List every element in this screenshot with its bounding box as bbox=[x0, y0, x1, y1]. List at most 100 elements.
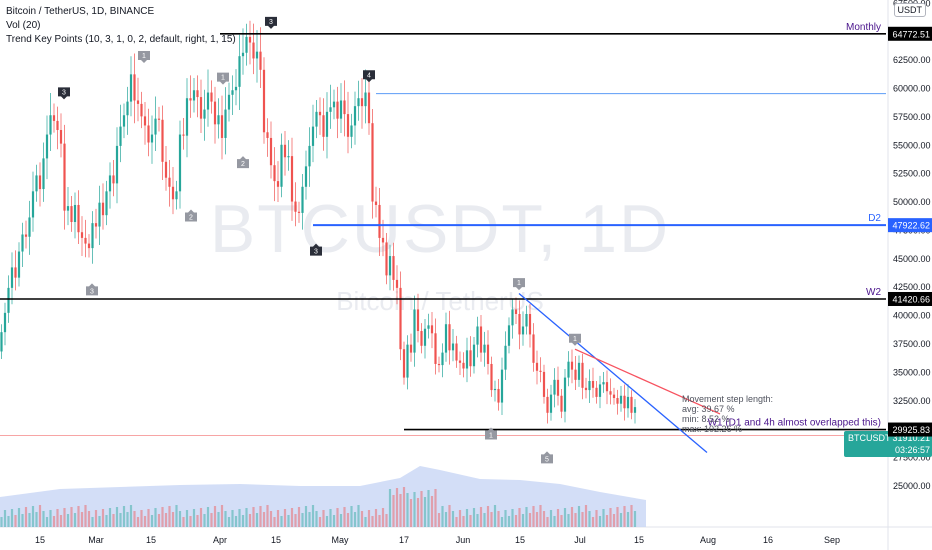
volume-bar bbox=[500, 517, 504, 527]
candle-body bbox=[577, 362, 581, 380]
price-label-bg bbox=[888, 291, 932, 306]
x-tick-label: 15 bbox=[271, 535, 281, 545]
candle-body bbox=[238, 56, 241, 87]
candle-body bbox=[423, 328, 427, 346]
key-point-label: 3 bbox=[314, 249, 318, 256]
volume-bar bbox=[315, 511, 318, 527]
volume-bar bbox=[598, 516, 602, 527]
volume-bar bbox=[199, 508, 203, 527]
candle-body bbox=[101, 202, 105, 216]
candle-body bbox=[346, 114, 350, 137]
candle-body bbox=[283, 144, 287, 158]
candle-body bbox=[374, 201, 378, 205]
candle-body bbox=[112, 175, 115, 184]
volume-bar bbox=[217, 512, 220, 527]
volume-bar bbox=[154, 508, 157, 527]
volume-bar bbox=[479, 507, 483, 527]
candle-body bbox=[598, 384, 602, 397]
volume-bar bbox=[231, 510, 234, 527]
volume-bar bbox=[462, 516, 465, 527]
volume-bar bbox=[553, 516, 556, 527]
candle-body bbox=[133, 74, 136, 101]
candle-body bbox=[168, 177, 171, 187]
volume-bar bbox=[381, 508, 385, 527]
volume-bar bbox=[444, 512, 448, 527]
candle-body bbox=[539, 370, 542, 372]
volume-bar bbox=[108, 508, 112, 527]
price-label: 41420.66 bbox=[892, 294, 930, 304]
volume-indicator-label[interactable]: Vol (20) bbox=[6, 20, 41, 31]
volume-bar bbox=[77, 506, 80, 527]
y-tick-label: 60000.00 bbox=[893, 83, 931, 93]
volume-bar bbox=[409, 499, 413, 527]
candle-body bbox=[553, 379, 556, 395]
volume-bar bbox=[346, 513, 350, 527]
candle-body bbox=[493, 388, 497, 391]
candle-body bbox=[476, 326, 479, 345]
volume-bar bbox=[343, 507, 346, 527]
trend-keypoints-indicator-label[interactable]: Trend Key Points (10, 3, 1, 0, 2, defaul… bbox=[6, 34, 236, 45]
key-point-label: 3 bbox=[269, 19, 273, 26]
volume-bar bbox=[619, 513, 623, 527]
level-name: W2 bbox=[866, 287, 881, 298]
volume-bar bbox=[570, 507, 574, 527]
candle-body bbox=[458, 360, 462, 363]
volume-bar bbox=[511, 509, 514, 527]
volume-bar bbox=[220, 505, 224, 527]
volume-bar bbox=[497, 511, 500, 527]
candle-body bbox=[49, 115, 52, 135]
volume-bar bbox=[584, 505, 588, 527]
volume-bar bbox=[574, 513, 577, 527]
volume-bar bbox=[297, 507, 301, 527]
price-label: 29925.83 bbox=[892, 425, 930, 435]
symbol-title[interactable]: Bitcoin / TetherUS, 1D, BINANCE bbox=[6, 6, 155, 17]
candle-body bbox=[70, 206, 73, 222]
volume-bar bbox=[252, 507, 255, 527]
candle-body bbox=[301, 186, 304, 213]
y-tick-label: 45000.00 bbox=[893, 254, 931, 264]
volume-bar bbox=[364, 517, 367, 527]
trend-key-point-marker: 5 bbox=[541, 451, 553, 464]
trend-key-point-marker: 2 bbox=[237, 156, 249, 169]
volume-bar bbox=[206, 507, 210, 527]
volume-bar bbox=[269, 511, 273, 527]
volume-bar bbox=[143, 516, 147, 527]
candle-body bbox=[52, 115, 56, 121]
candle-body bbox=[28, 217, 31, 237]
chart-header: Bitcoin / TetherUS, 1D, BINANCE Vol (20)… bbox=[6, 5, 236, 47]
candle-body bbox=[448, 324, 451, 351]
candle-body bbox=[14, 267, 17, 278]
candle-body bbox=[178, 134, 182, 192]
volume-bar bbox=[301, 513, 304, 527]
candle-body bbox=[213, 101, 217, 125]
candle-body bbox=[455, 343, 458, 361]
volume-bar bbox=[339, 514, 343, 527]
candle-body bbox=[0, 332, 3, 352]
x-tick-label: Mar bbox=[88, 535, 104, 545]
trend-line-blue bbox=[518, 293, 708, 454]
candle-body bbox=[322, 115, 325, 137]
volume-bar bbox=[87, 511, 91, 527]
currency-badge[interactable]: USDT bbox=[893, 3, 926, 17]
volume-bar bbox=[399, 494, 402, 527]
volume-bar bbox=[147, 509, 150, 527]
candle-body bbox=[45, 134, 49, 159]
key-point-label: 3 bbox=[90, 288, 94, 295]
volume-bar bbox=[581, 512, 584, 527]
candle-body bbox=[91, 223, 94, 249]
candle-body bbox=[570, 361, 574, 370]
candle-body bbox=[595, 387, 598, 397]
volume-bar bbox=[294, 514, 297, 527]
candle-body bbox=[609, 391, 612, 395]
volume-bar bbox=[388, 489, 392, 527]
volume-bar bbox=[458, 510, 462, 527]
volume-bar bbox=[448, 505, 451, 527]
candle-body bbox=[318, 111, 322, 116]
candle-body bbox=[31, 191, 35, 218]
volume-bar bbox=[0, 517, 3, 527]
candle-body bbox=[574, 369, 577, 380]
candle-body bbox=[252, 42, 255, 59]
trend-key-point-marker: 1 bbox=[569, 333, 581, 346]
